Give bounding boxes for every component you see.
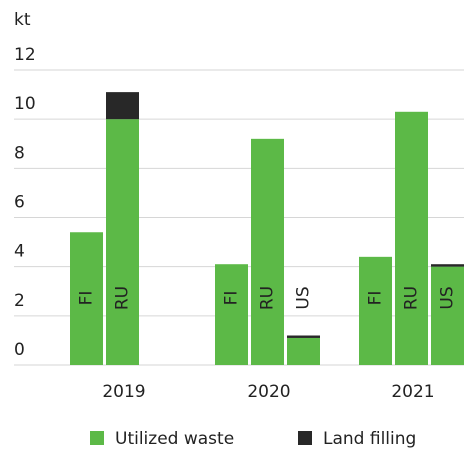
bar-label: FI <box>77 291 97 306</box>
y-tick-label: 6 <box>14 193 25 213</box>
bar-segment <box>106 119 139 366</box>
bar-label: FI <box>222 291 242 306</box>
bar-segment <box>70 232 103 365</box>
y-tick-label: 4 <box>14 242 25 262</box>
bar-segment <box>106 92 139 120</box>
bar-segment <box>431 264 464 267</box>
bar-label: RU <box>402 286 422 310</box>
y-tick-label: 10 <box>14 94 36 114</box>
legend-label: Land filling <box>323 429 416 449</box>
x-tick-label: 2020 <box>247 382 290 402</box>
bar-segment <box>395 111 428 366</box>
y-tick-label: 12 <box>14 45 36 65</box>
bar-segment <box>251 138 284 365</box>
legend-swatch <box>90 431 104 445</box>
bar-segment <box>287 335 320 338</box>
legend-label: Utilized waste <box>115 429 234 449</box>
bar-label: RU <box>258 286 278 310</box>
bar-segment <box>287 337 320 365</box>
bar-label: US <box>438 286 458 309</box>
bar-label: RU <box>113 286 133 310</box>
bar-segment <box>359 256 392 365</box>
y-tick-label: 2 <box>14 291 25 311</box>
bar-label: US <box>294 286 314 309</box>
y-axis-unit: kt <box>14 10 31 30</box>
y-tick-label: 8 <box>14 143 25 163</box>
x-tick-label: 2021 <box>391 382 434 402</box>
legend-swatch <box>298 431 312 445</box>
y-tick-label: 0 <box>14 340 25 360</box>
x-tick-label: 2019 <box>102 382 145 402</box>
bar-label: FI <box>366 291 386 306</box>
bar-segment <box>215 264 248 365</box>
bar-segment <box>431 266 464 365</box>
